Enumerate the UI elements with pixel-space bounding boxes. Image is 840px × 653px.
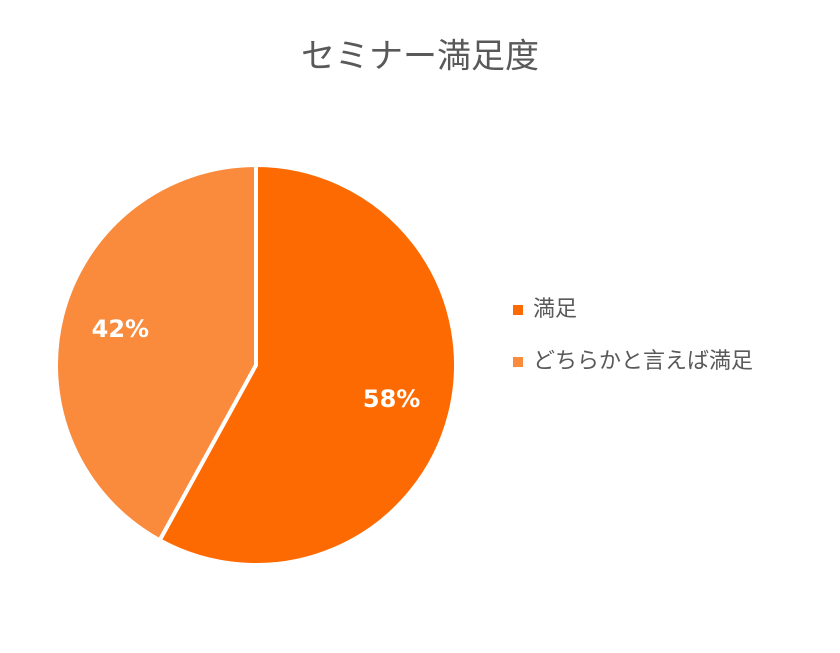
chart-title: セミナー満足度: [301, 37, 539, 77]
legend-label: どちらかと言えば満足: [533, 349, 753, 374]
legend-swatch: [513, 357, 523, 367]
legend-label: 満足: [533, 297, 577, 322]
pie-slice: [54, 162, 258, 543]
legend-swatch: [513, 305, 523, 315]
data-label: 58%: [363, 385, 420, 413]
data-label: 42%: [92, 315, 149, 343]
pie-slice: [156, 162, 458, 567]
